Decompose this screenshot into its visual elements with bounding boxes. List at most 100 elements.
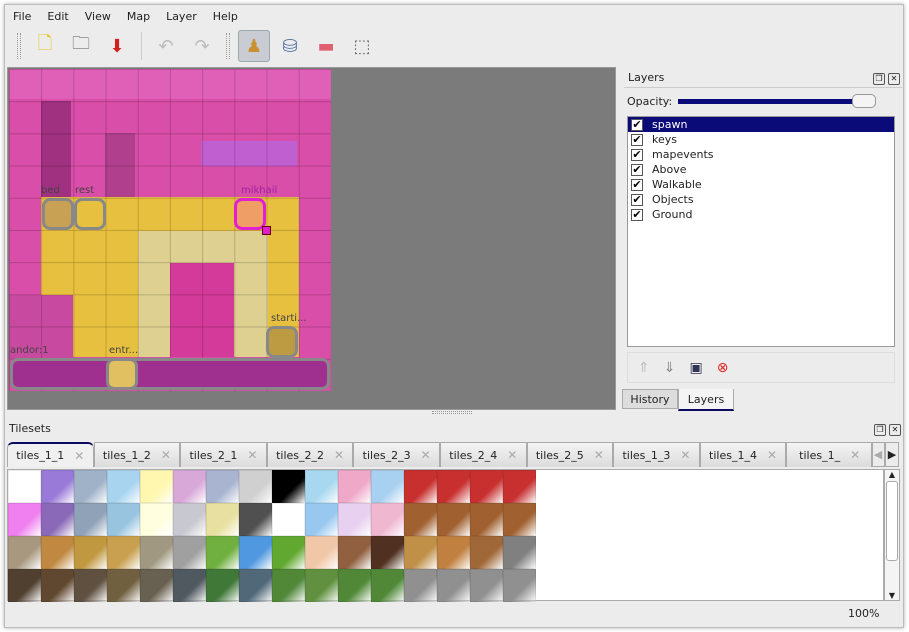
save-button[interactable]: ⬇ <box>101 30 133 62</box>
float-icon[interactable]: ❐ <box>874 424 886 436</box>
tile[interactable] <box>41 569 74 602</box>
tile[interactable] <box>74 569 107 602</box>
tile[interactable] <box>470 536 503 569</box>
object-rest[interactable] <box>74 198 106 230</box>
menu-map[interactable]: Map <box>126 10 151 23</box>
close-tab-icon[interactable]: ✕ <box>74 448 85 463</box>
tile[interactable] <box>206 503 239 536</box>
resize-handle[interactable] <box>262 226 271 235</box>
tile[interactable] <box>239 569 272 602</box>
tile[interactable] <box>206 569 239 602</box>
tile[interactable] <box>272 503 305 536</box>
tile[interactable] <box>371 569 404 602</box>
tile[interactable] <box>404 470 437 503</box>
opacity-slider[interactable] <box>678 94 877 108</box>
float-icon[interactable]: ❐ <box>873 73 885 85</box>
close-tab-icon[interactable]: ✕ <box>850 448 861 462</box>
tile[interactable] <box>173 503 206 536</box>
tile[interactable] <box>371 470 404 503</box>
tile[interactable] <box>41 503 74 536</box>
rect-select-button[interactable]: ⬚ <box>346 30 378 62</box>
map[interactable]: bed rest mikhail starti... andor:1 entr.… <box>9 69 331 391</box>
scroll-left-icon[interactable]: ◀ <box>871 442 885 467</box>
tile[interactable] <box>272 470 305 503</box>
close-tab-icon[interactable]: ✕ <box>680 448 691 462</box>
move-layer-down-icon[interactable]: ⇓ <box>663 359 676 376</box>
tileset-tab[interactable]: tiles_2_3 ✕ <box>353 442 440 467</box>
menu-help[interactable]: Help <box>212 10 238 23</box>
visibility-checkbox[interactable]: ✔ <box>631 147 643 161</box>
tile[interactable] <box>470 503 503 536</box>
tile[interactable] <box>206 470 239 503</box>
tile[interactable] <box>239 536 272 569</box>
move-layer-up-icon[interactable]: ⇑ <box>638 359 650 376</box>
layer-row[interactable]: ✔ keys <box>628 132 894 147</box>
scroll-down-icon[interactable]: ▼ <box>888 591 896 600</box>
tile[interactable] <box>107 470 140 503</box>
layer-row[interactable]: ✔ Ground <box>628 207 894 222</box>
stamp-brush-button[interactable]: ♟ <box>238 30 270 62</box>
scrollbar-thumb[interactable] <box>886 481 898 561</box>
tile[interactable] <box>74 470 107 503</box>
scroll-up-icon[interactable]: ▲ <box>888 470 896 479</box>
toolbar-grip[interactable] <box>226 33 230 59</box>
tile[interactable] <box>470 569 503 602</box>
eraser-button[interactable]: ▬ <box>310 30 342 62</box>
tile[interactable] <box>272 536 305 569</box>
bucket-fill-button[interactable]: ⛁ <box>274 30 306 62</box>
tileset-tab[interactable]: tiles_1_2 ✕ <box>93 442 181 467</box>
delete-layer-icon[interactable]: ⊗ <box>716 359 729 376</box>
visibility-checkbox[interactable]: ✔ <box>631 207 643 221</box>
tile[interactable] <box>305 503 338 536</box>
tile[interactable] <box>41 536 74 569</box>
tile[interactable] <box>140 536 173 569</box>
close-tab-icon[interactable]: ✕ <box>420 448 431 462</box>
tile[interactable] <box>173 470 206 503</box>
layer-row[interactable]: ✔ Objects <box>628 192 894 207</box>
layer-row[interactable]: ✔ mapevents <box>628 147 894 162</box>
map-canvas[interactable]: bed rest mikhail starti... andor:1 entr.… <box>7 67 616 410</box>
tile[interactable] <box>206 536 239 569</box>
open-folder-button[interactable]: 🗀 <box>65 30 97 62</box>
tile[interactable] <box>173 569 206 602</box>
tile[interactable] <box>404 569 437 602</box>
tile[interactable] <box>503 470 536 503</box>
close-tab-icon[interactable]: ✕ <box>334 448 345 462</box>
tile[interactable] <box>239 503 272 536</box>
tile[interactable] <box>338 503 371 536</box>
tile[interactable] <box>404 503 437 536</box>
close-tab-icon[interactable]: ✕ <box>507 448 518 462</box>
tile[interactable] <box>41 470 74 503</box>
duplicate-layer-icon[interactable]: ▣ <box>689 359 703 376</box>
tileset-tab[interactable]: tiles_2_1 ✕ <box>180 442 267 467</box>
tile[interactable] <box>338 569 371 602</box>
tile[interactable] <box>404 536 437 569</box>
visibility-checkbox[interactable]: ✔ <box>631 132 643 146</box>
close-icon[interactable]: ✕ <box>889 424 901 436</box>
tile[interactable] <box>338 536 371 569</box>
tile[interactable] <box>272 569 305 602</box>
tile[interactable] <box>239 470 272 503</box>
tile[interactable] <box>305 536 338 569</box>
tile[interactable] <box>107 503 140 536</box>
tile[interactable] <box>470 470 503 503</box>
object-mikhail[interactable] <box>234 198 266 230</box>
menu-edit[interactable]: Edit <box>47 10 69 23</box>
tab-history[interactable]: History <box>622 389 678 409</box>
tile[interactable] <box>173 536 206 569</box>
tile[interactable] <box>8 470 41 503</box>
tile[interactable] <box>437 503 470 536</box>
object-andor[interactable] <box>10 358 330 390</box>
menu-file[interactable]: File <box>13 10 32 23</box>
tileset-tab[interactable]: tiles_2_2 ✕ <box>266 442 354 467</box>
tile[interactable] <box>371 536 404 569</box>
visibility-checkbox[interactable]: ✔ <box>631 192 643 206</box>
tileset-tab[interactable]: tiles_1_4 ✕ <box>699 442 787 467</box>
layer-row[interactable]: ✔ spawn <box>628 117 894 132</box>
tileset-tab[interactable]: tiles_1_3 ✕ <box>613 442 700 467</box>
tile[interactable] <box>140 503 173 536</box>
splitter-handle[interactable] <box>432 411 472 414</box>
tile[interactable] <box>338 470 371 503</box>
redo-button[interactable]: ↷ <box>186 30 218 62</box>
tile[interactable] <box>140 569 173 602</box>
